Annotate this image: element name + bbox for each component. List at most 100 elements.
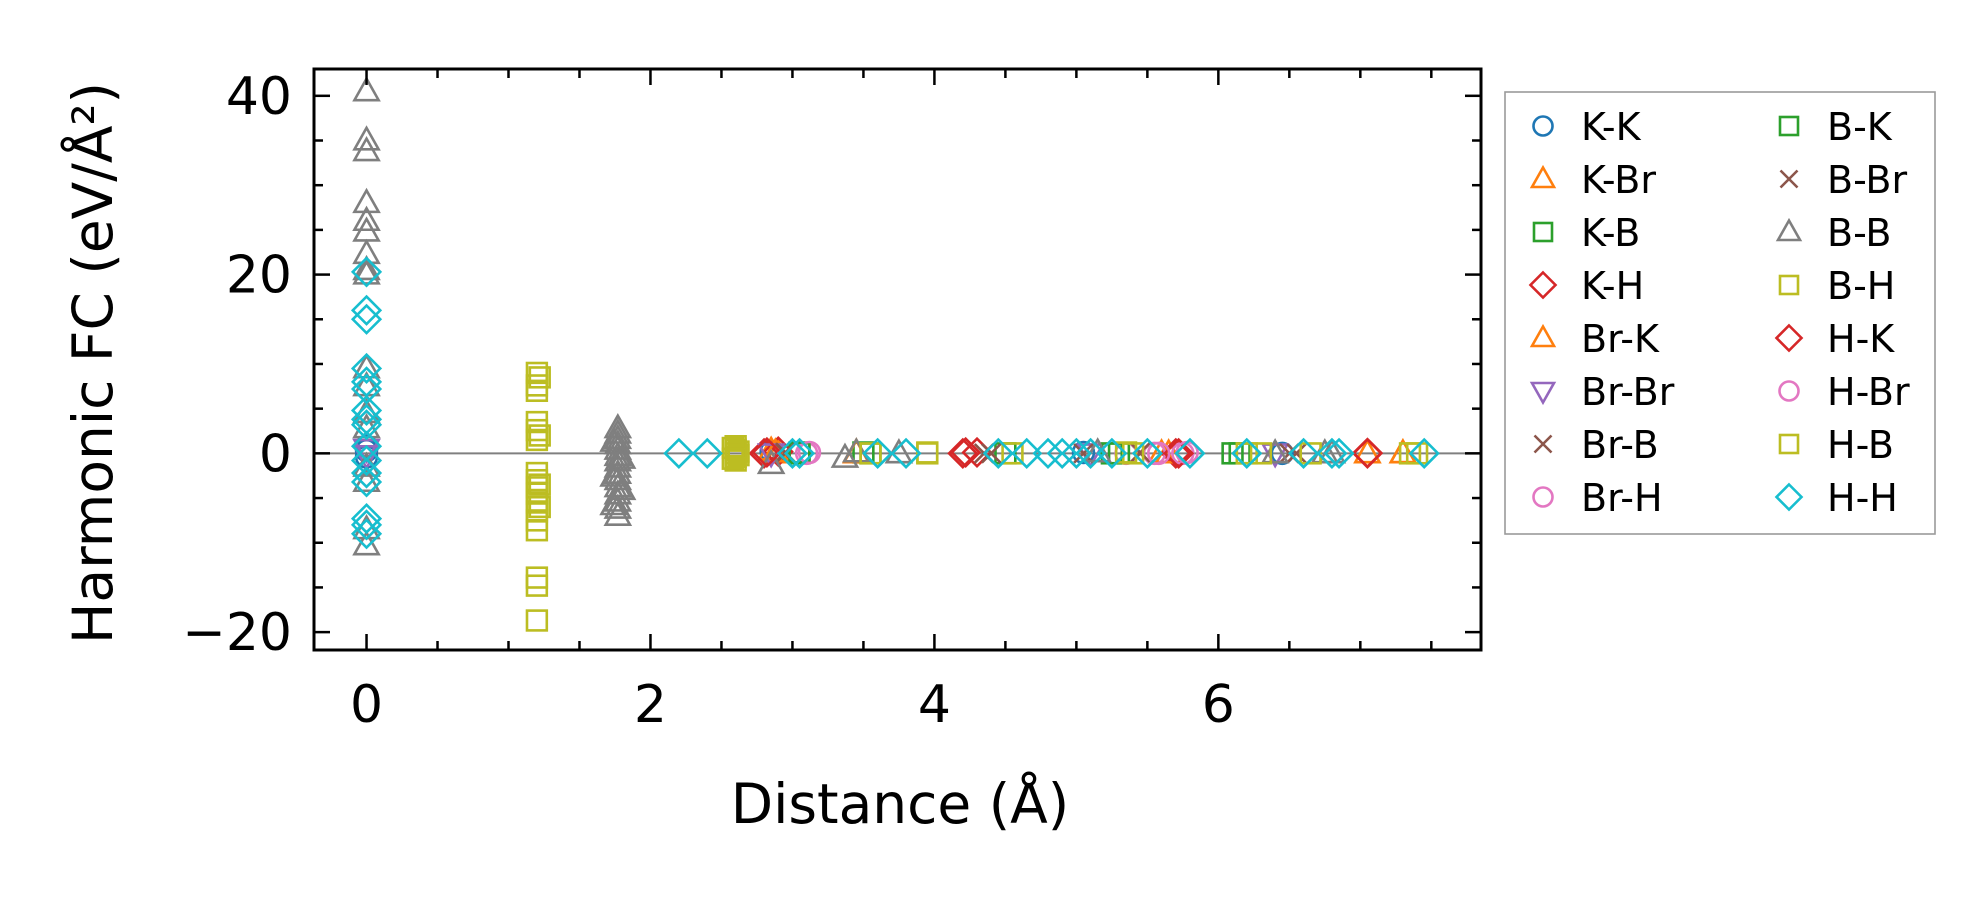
y-axis-title: Harmonic FC (eV/Å²) bbox=[60, 82, 125, 644]
data-point bbox=[350, 373, 383, 405]
data-point bbox=[603, 440, 633, 467]
data-point bbox=[788, 441, 811, 464]
data-point bbox=[350, 466, 383, 498]
data-point bbox=[525, 574, 549, 597]
data-point bbox=[352, 530, 381, 556]
data-point bbox=[1073, 443, 1094, 464]
legend-marker bbox=[1779, 169, 1799, 189]
legend-label: H-K bbox=[1827, 317, 1895, 361]
data-point bbox=[599, 489, 628, 516]
data-point bbox=[1351, 437, 1384, 469]
legend-item: K-K bbox=[1532, 105, 1642, 149]
legend-item: Br-B bbox=[1533, 423, 1659, 467]
legend-marker bbox=[1529, 323, 1557, 348]
data-point bbox=[1100, 442, 1124, 465]
series-b-b bbox=[352, 76, 1347, 556]
legend-item: B-K bbox=[1778, 105, 1893, 149]
data-point bbox=[663, 437, 695, 469]
legend-item: K-B bbox=[1532, 211, 1640, 255]
legend-marker bbox=[1532, 115, 1554, 137]
data-point bbox=[350, 457, 383, 489]
data-point bbox=[1353, 438, 1382, 464]
data-point bbox=[947, 437, 979, 469]
plot-area bbox=[314, 76, 1481, 632]
legend-label: H-Br bbox=[1827, 370, 1910, 414]
data-point bbox=[980, 443, 1002, 464]
data-point bbox=[982, 437, 1014, 469]
legend: K-K K-Br K-B K-H Br-K Br-Br Br-B Br-H B-K B-Br B-B… bbox=[1504, 91, 1936, 535]
data-point bbox=[528, 424, 551, 447]
legend-label: B-Br bbox=[1827, 158, 1907, 202]
data-point bbox=[528, 366, 551, 389]
legend-item: B-Br bbox=[1779, 158, 1907, 202]
legend-marker bbox=[1774, 323, 1804, 353]
data-point bbox=[525, 428, 549, 452]
data-point bbox=[950, 436, 982, 469]
data-point bbox=[1299, 442, 1322, 465]
data-point bbox=[350, 518, 383, 550]
data-point bbox=[842, 437, 871, 463]
y-tick-label: 20 bbox=[226, 246, 292, 306]
y-tick-label: 40 bbox=[226, 67, 292, 127]
axes: 0 2 4 6 −20 0 20 40 bbox=[182, 67, 1483, 735]
data-point bbox=[1287, 437, 1320, 469]
data-point bbox=[599, 461, 628, 487]
legend-label: K-H bbox=[1581, 264, 1644, 308]
data-point bbox=[1011, 437, 1043, 469]
data-point bbox=[1130, 442, 1151, 463]
data-point bbox=[350, 503, 383, 535]
data-point bbox=[751, 436, 783, 469]
legend-marker bbox=[1778, 380, 1800, 402]
data-point bbox=[830, 442, 860, 468]
data-point bbox=[1060, 437, 1092, 469]
data-point bbox=[350, 444, 383, 477]
data-point bbox=[525, 609, 549, 632]
series-b-br bbox=[775, 442, 1307, 464]
data-point bbox=[727, 443, 750, 467]
legend-label: B-K bbox=[1827, 105, 1893, 149]
legend-marker bbox=[1775, 217, 1803, 242]
data-point bbox=[776, 437, 809, 469]
data-point bbox=[525, 519, 549, 542]
data-point bbox=[352, 187, 381, 214]
legend-label: B-B bbox=[1827, 211, 1892, 255]
x-tick-label: 4 bbox=[918, 675, 951, 735]
data-point bbox=[525, 379, 549, 402]
legend-item: H-B bbox=[1778, 423, 1894, 467]
legend-marker bbox=[1532, 486, 1554, 508]
data-point bbox=[1323, 437, 1355, 469]
legend-item: K-Br bbox=[1529, 158, 1656, 202]
data-point bbox=[756, 448, 786, 475]
axes-frame bbox=[312, 67, 1483, 652]
legend-item: Br-K bbox=[1529, 317, 1660, 361]
data-point bbox=[350, 409, 383, 441]
data-point bbox=[1316, 437, 1348, 469]
legend-label: Br-H bbox=[1581, 476, 1663, 520]
data-point bbox=[1146, 441, 1171, 466]
data-point bbox=[1071, 440, 1096, 465]
legend-label: K-B bbox=[1581, 211, 1640, 255]
data-point bbox=[1131, 437, 1163, 469]
data-point bbox=[352, 76, 381, 102]
data-point bbox=[1260, 443, 1290, 469]
data-point bbox=[528, 473, 551, 496]
data-point bbox=[352, 254, 381, 281]
x-tick-label: 0 bbox=[350, 675, 383, 735]
legend-item: H-K bbox=[1774, 317, 1895, 361]
data-point bbox=[350, 256, 383, 288]
data-point bbox=[350, 352, 383, 385]
legend-label: B-H bbox=[1827, 264, 1895, 308]
x-tick-label: 6 bbox=[1202, 675, 1235, 735]
legend-marker bbox=[1532, 221, 1554, 243]
data-point bbox=[748, 437, 780, 469]
data-point bbox=[1001, 442, 1024, 465]
legend-label: K-Br bbox=[1581, 158, 1656, 202]
data-point bbox=[599, 426, 628, 452]
legend-label: K-K bbox=[1581, 105, 1642, 149]
data-point bbox=[352, 135, 381, 162]
series-b-h bbox=[525, 361, 1429, 632]
data-point bbox=[1174, 437, 1206, 469]
data-point bbox=[1398, 442, 1422, 465]
